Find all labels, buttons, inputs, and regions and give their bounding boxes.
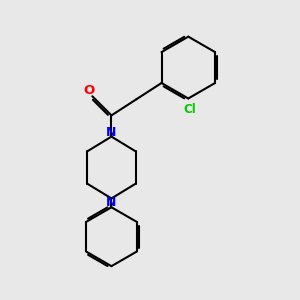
Text: Cl: Cl — [183, 103, 196, 116]
Text: O: O — [84, 85, 95, 98]
Text: N: N — [106, 196, 117, 209]
Text: N: N — [106, 126, 117, 139]
